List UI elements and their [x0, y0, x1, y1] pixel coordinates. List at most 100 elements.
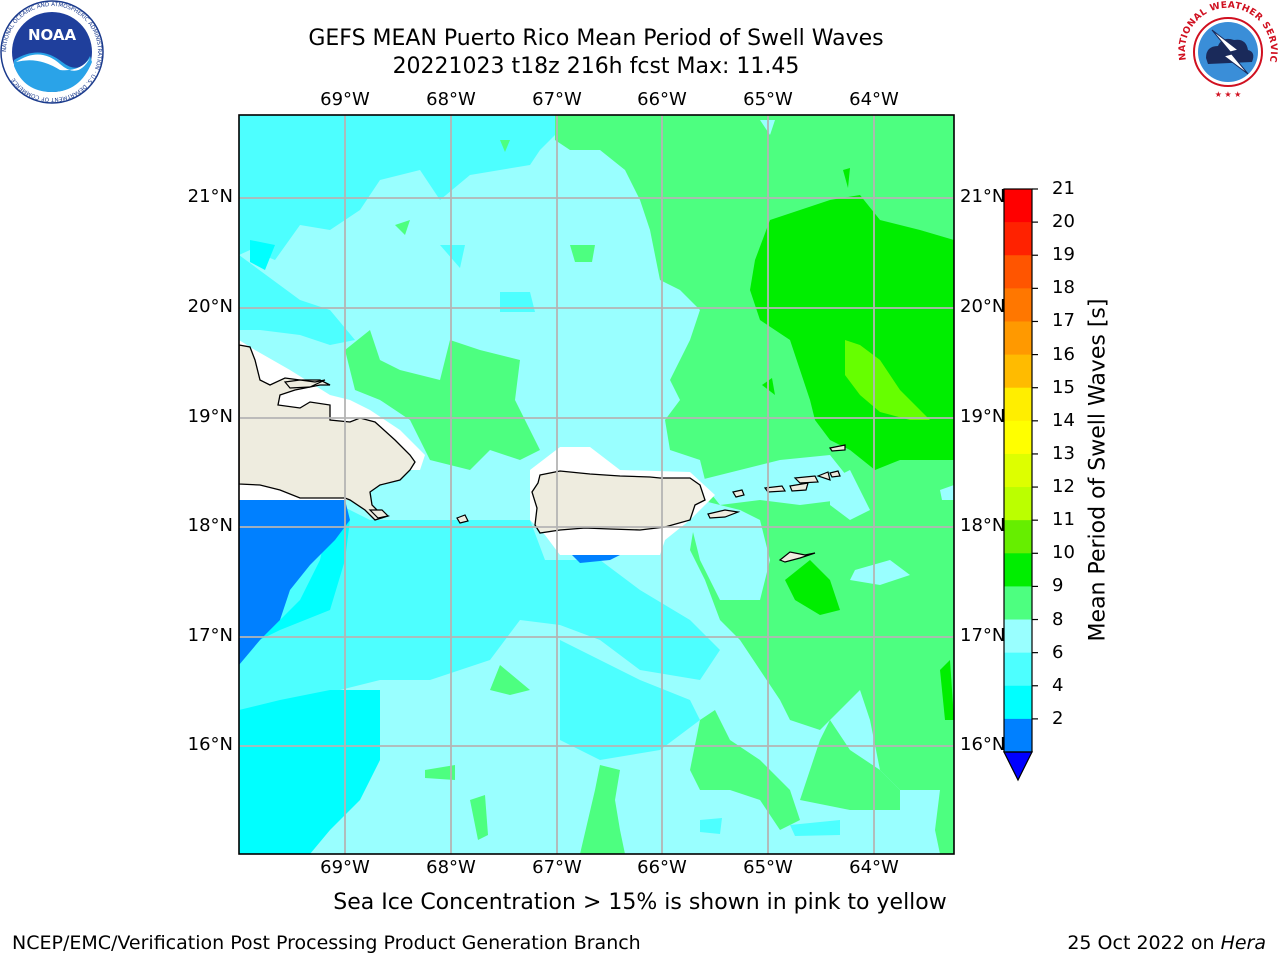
contour-4-6s-patch — [250, 240, 275, 270]
colorbar-bin — [1004, 288, 1032, 322]
lat-label-right: 17°N — [960, 625, 1006, 646]
contour-9-10s-south4 — [690, 710, 800, 830]
lon-label-bottom: 67°W — [532, 857, 582, 878]
colorbar-tick-label: 19 — [1052, 244, 1075, 266]
land-saona — [368, 509, 390, 519]
land-culebra — [732, 489, 745, 498]
contour-9-10s-south6 — [470, 795, 488, 840]
contour-9-10s-patch — [395, 220, 410, 235]
colorbar-bin — [1004, 586, 1032, 621]
colorbar-frame — [1003, 188, 1033, 753]
contour-11-12s — [845, 340, 930, 420]
contour-8-9s-pocket3 — [850, 560, 910, 585]
colorbar-extend-triangle — [1003, 751, 1033, 782]
producer-credit: NCEP/EMC/Verification Post Processing Pr… — [12, 932, 641, 954]
colorbar-tick-label: 2 — [1052, 707, 1064, 729]
contour-6-8s-north — [239, 115, 560, 260]
contour-2-4s-patch — [572, 555, 620, 563]
colorbar-bin — [1004, 420, 1032, 455]
colorbar-bin — [1004, 520, 1032, 554]
contour-9-10s-south2 — [425, 765, 455, 780]
land-st-john — [789, 482, 809, 492]
colorbar-bin — [1004, 718, 1032, 753]
colorbar-bin — [1004, 487, 1032, 521]
colorbar-bin — [1004, 354, 1032, 389]
contour-6-8s-patch3 — [700, 818, 722, 834]
chart-title: GEFS MEAN Puerto Rico Mean Period of Swe… — [308, 26, 884, 51]
colorbar-bin — [1004, 453, 1032, 488]
noaa-logo: NATIONAL OCEANIC AND ATMOSPHERIC ADMINIS… — [0, 0, 104, 104]
colorbar-tick-label: 12 — [1052, 476, 1075, 498]
contour-6-8s-patch — [500, 292, 535, 312]
lat-label-right: 18°N — [960, 515, 1006, 536]
lon-label-top: 67°W — [532, 89, 582, 110]
lon-label-bottom: 65°W — [743, 857, 793, 878]
contour-9-10s-south5 — [800, 720, 900, 810]
lon-label-bottom: 68°W — [426, 857, 476, 878]
lat-label-left: 16°N — [187, 734, 233, 755]
lat-label-left: 18°N — [187, 515, 233, 536]
colorbar-bin — [1004, 255, 1032, 289]
contour-8-9s-pocket2 — [690, 500, 770, 600]
lon-label-bottom: 66°W — [637, 857, 687, 878]
land-mona — [456, 514, 469, 524]
colorbar-tick-label: 15 — [1052, 376, 1075, 398]
chart-subtitle: 20221023 t18z 216h fcst Max: 11.45 — [392, 54, 800, 79]
lon-label-bottom: 69°W — [320, 857, 370, 878]
contour-6-8s-patch4 — [790, 820, 840, 836]
colorbar — [1003, 188, 1038, 782]
lat-label-left: 21°N — [187, 186, 233, 207]
contour-2-4s-west — [239, 500, 350, 665]
lat-label-left: 20°N — [187, 296, 233, 317]
colorbar-bin — [1004, 387, 1032, 422]
colorbar-bin — [1004, 222, 1032, 256]
lat-label-right: 21°N — [960, 186, 1006, 207]
noaa-logo-text: NOAA — [28, 26, 77, 44]
colorbar-tick-label: 8 — [1052, 608, 1064, 630]
sea-ice-note: Sea Ice Concentration > 15% is shown in … — [333, 890, 947, 915]
colorbar-tick-label: 21 — [1052, 178, 1075, 199]
contour-6-8s-southeast — [560, 640, 700, 760]
colorbar-tick-label: 11 — [1052, 509, 1075, 531]
colorbar-bin — [1004, 321, 1032, 356]
land-st-croix — [778, 551, 816, 563]
lon-label-top: 68°W — [426, 89, 476, 110]
contour-9-10s-patch2 — [500, 140, 510, 152]
contour-9-10s-south3 — [580, 765, 625, 854]
svg-text:★ ★ ★: ★ ★ ★ — [1215, 90, 1242, 99]
grid — [239, 115, 954, 854]
colorbar-tick-label: 18 — [1052, 277, 1075, 299]
contour-8-9s-pocket5 — [830, 470, 870, 520]
nws-logo: NATIONAL WEATHER SERVICE ★ ★ ★ — [1176, 0, 1279, 102]
colorbar-tick-label: 17 — [1052, 310, 1075, 332]
colorbar-tick-label: 10 — [1052, 542, 1075, 564]
map-frame — [238, 114, 955, 855]
contour-9-10s-south1 — [490, 665, 530, 695]
lon-label-top: 65°W — [743, 89, 793, 110]
land-anegada — [829, 444, 846, 452]
lat-label-right: 16°N — [960, 734, 1006, 755]
contour-10-11s-southeast — [785, 560, 840, 615]
lon-label-top: 66°W — [637, 89, 687, 110]
contour-10-11s-patch2 — [940, 660, 954, 720]
lat-label-left: 19°N — [187, 406, 233, 427]
contour-6-8s-west — [239, 255, 355, 345]
land-virgin-gorda — [816, 471, 831, 481]
lon-label-top: 69°W — [320, 89, 370, 110]
contour-8-9s-pocket6 — [940, 485, 954, 500]
lat-label-right: 19°N — [960, 406, 1006, 427]
land-hispaniola — [239, 344, 416, 521]
colorbar-bin — [1004, 553, 1032, 587]
land-puerto-rico — [531, 470, 706, 534]
colorbar-tick-label: 20 — [1052, 211, 1075, 233]
contour-9-10s-central — [345, 330, 540, 470]
lon-label-bottom: 64°W — [849, 857, 899, 878]
colorbar-tick-label: 4 — [1052, 674, 1064, 696]
colorbar-tick-label: 14 — [1052, 409, 1075, 431]
colorbar-title: Mean Period of Swell Waves [s] — [1085, 298, 1111, 642]
contour-10-11s-patch — [843, 168, 850, 188]
host-name: Hera — [1220, 932, 1266, 954]
contour-6-8s-patch2 — [440, 245, 465, 268]
